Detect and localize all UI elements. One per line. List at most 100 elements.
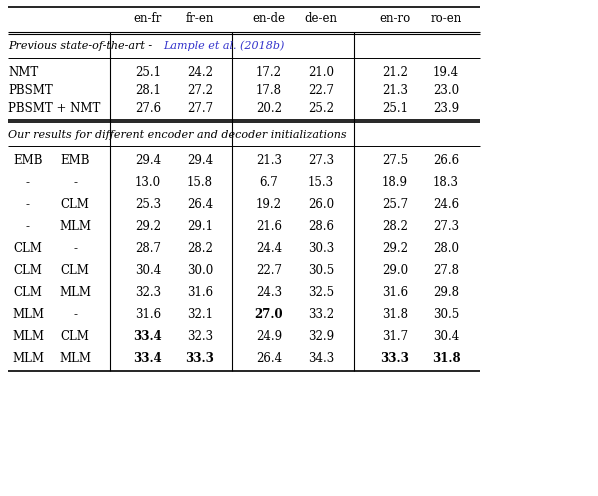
Text: 29.8: 29.8	[433, 287, 459, 300]
Text: 32.5: 32.5	[308, 287, 334, 300]
Text: 29.1: 29.1	[187, 221, 213, 234]
Text: 31.6: 31.6	[187, 287, 213, 300]
Text: 24.4: 24.4	[256, 243, 282, 255]
Text: 26.6: 26.6	[433, 154, 459, 168]
Text: 27.2: 27.2	[187, 83, 213, 97]
Text: ro-en: ro-en	[431, 12, 462, 25]
Text: 27.6: 27.6	[135, 102, 161, 115]
Text: 32.9: 32.9	[308, 330, 334, 344]
Text: CLM: CLM	[14, 287, 42, 300]
Text: 32.3: 32.3	[135, 287, 161, 300]
Text: 28.2: 28.2	[187, 243, 213, 255]
Text: 26.4: 26.4	[256, 353, 282, 366]
Text: 27.3: 27.3	[433, 221, 459, 234]
Text: 33.3: 33.3	[185, 353, 215, 366]
Text: MLM: MLM	[59, 221, 91, 234]
Text: 29.4: 29.4	[135, 154, 161, 168]
Text: CLM: CLM	[60, 198, 90, 211]
Text: PBSMT: PBSMT	[8, 83, 53, 97]
Text: 32.1: 32.1	[187, 309, 213, 321]
Text: CLM: CLM	[14, 243, 42, 255]
Text: 28.6: 28.6	[308, 221, 334, 234]
Text: 18.3: 18.3	[433, 177, 459, 189]
Text: 30.5: 30.5	[433, 309, 459, 321]
Text: 18.9: 18.9	[382, 177, 408, 189]
Text: 31.8: 31.8	[432, 353, 460, 366]
Text: 20.2: 20.2	[256, 102, 282, 115]
Text: 19.4: 19.4	[433, 65, 459, 78]
Text: MLM: MLM	[59, 287, 91, 300]
Text: 17.2: 17.2	[256, 65, 282, 78]
Text: fr-en: fr-en	[186, 12, 214, 25]
Text: Our results for different encoder and decoder initializations: Our results for different encoder and de…	[8, 130, 347, 140]
Text: Previous state-of-the-art -: Previous state-of-the-art -	[8, 41, 155, 51]
Text: 27.5: 27.5	[382, 154, 408, 168]
Text: 34.3: 34.3	[308, 353, 334, 366]
Text: 6.7: 6.7	[260, 177, 279, 189]
Text: 24.9: 24.9	[256, 330, 282, 344]
Text: en-de: en-de	[252, 12, 285, 25]
Text: 24.3: 24.3	[256, 287, 282, 300]
Text: 23.9: 23.9	[433, 102, 459, 115]
Text: 33.3: 33.3	[380, 353, 410, 366]
Text: 27.8: 27.8	[433, 264, 459, 277]
Text: 30.0: 30.0	[187, 264, 213, 277]
Text: EMB: EMB	[60, 154, 90, 168]
Text: CLM: CLM	[14, 264, 42, 277]
Text: 33.2: 33.2	[308, 309, 334, 321]
Text: EMB: EMB	[13, 154, 42, 168]
Text: 28.7: 28.7	[135, 243, 161, 255]
Text: 27.7: 27.7	[187, 102, 213, 115]
Text: MLM: MLM	[12, 309, 44, 321]
Text: NMT: NMT	[8, 65, 38, 78]
Text: 29.2: 29.2	[382, 243, 408, 255]
Text: 24.2: 24.2	[187, 65, 213, 78]
Text: -: -	[73, 177, 77, 189]
Text: 29.2: 29.2	[135, 221, 161, 234]
Text: MLM: MLM	[59, 353, 91, 366]
Text: 28.2: 28.2	[382, 221, 408, 234]
Text: 29.4: 29.4	[187, 154, 213, 168]
Text: -: -	[73, 243, 77, 255]
Text: 17.8: 17.8	[256, 83, 282, 97]
Text: 21.3: 21.3	[256, 154, 282, 168]
Text: 29.0: 29.0	[382, 264, 408, 277]
Text: 30.4: 30.4	[433, 330, 459, 344]
Text: 21.2: 21.2	[382, 65, 408, 78]
Text: 33.4: 33.4	[133, 330, 163, 344]
Text: -: -	[26, 198, 30, 211]
Text: de-en: de-en	[304, 12, 337, 25]
Text: 13.0: 13.0	[135, 177, 161, 189]
Text: Lample et al. (2018b): Lample et al. (2018b)	[163, 41, 285, 51]
Text: 21.6: 21.6	[256, 221, 282, 234]
Text: 21.3: 21.3	[382, 83, 408, 97]
Text: 22.7: 22.7	[308, 83, 334, 97]
Text: 19.2: 19.2	[256, 198, 282, 211]
Text: en-ro: en-ro	[379, 12, 411, 25]
Text: 15.8: 15.8	[187, 177, 213, 189]
Text: MLM: MLM	[12, 353, 44, 366]
Text: 24.6: 24.6	[433, 198, 459, 211]
Text: -: -	[73, 309, 77, 321]
Text: 28.1: 28.1	[135, 83, 161, 97]
Text: 23.0: 23.0	[433, 83, 459, 97]
Text: 28.0: 28.0	[433, 243, 459, 255]
Text: 25.7: 25.7	[382, 198, 408, 211]
Text: 22.7: 22.7	[256, 264, 282, 277]
Text: CLM: CLM	[60, 264, 90, 277]
Text: 21.0: 21.0	[308, 65, 334, 78]
Text: 27.0: 27.0	[255, 309, 283, 321]
Text: 26.4: 26.4	[187, 198, 213, 211]
Text: 15.3: 15.3	[308, 177, 334, 189]
Text: 31.7: 31.7	[382, 330, 408, 344]
Text: -: -	[26, 177, 30, 189]
Text: 32.3: 32.3	[187, 330, 213, 344]
Text: 27.3: 27.3	[308, 154, 334, 168]
Text: 33.4: 33.4	[133, 353, 163, 366]
Text: 30.3: 30.3	[308, 243, 334, 255]
Text: MLM: MLM	[12, 330, 44, 344]
Text: 25.1: 25.1	[135, 65, 161, 78]
Text: 31.8: 31.8	[382, 309, 408, 321]
Text: 25.2: 25.2	[308, 102, 334, 115]
Text: 25.3: 25.3	[135, 198, 161, 211]
